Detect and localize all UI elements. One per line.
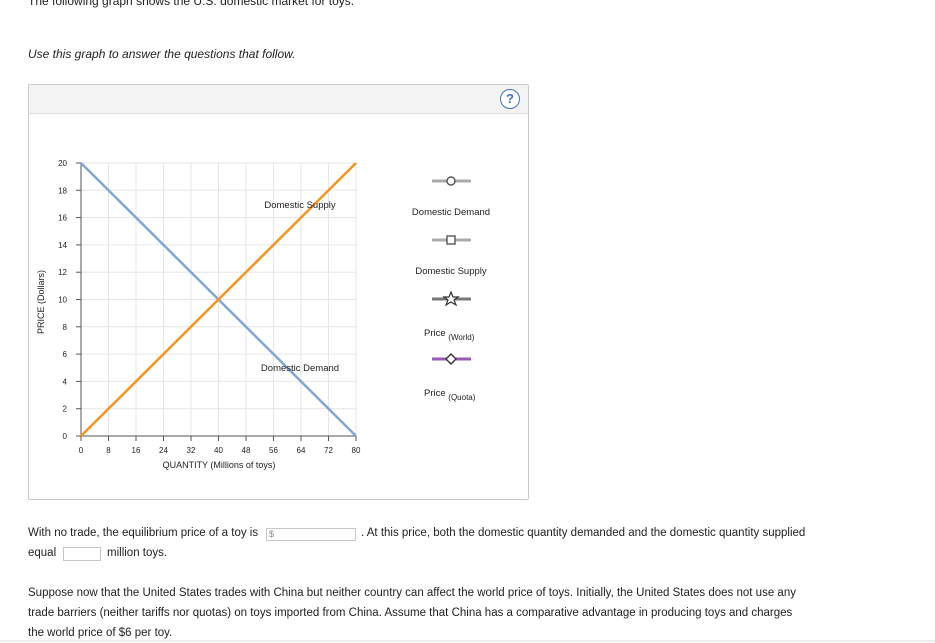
- x-tick-label: 16: [132, 446, 141, 455]
- tool-price-world-label: Price (World): [424, 328, 475, 342]
- tool-demand-label: Domestic Demand: [412, 207, 490, 218]
- dollar-prefix: $: [269, 529, 275, 539]
- instruction-text: Use this graph to answer the questions t…: [28, 47, 296, 61]
- y-tick-label: 12: [58, 268, 67, 277]
- domestic-supply-curve: [80, 162, 357, 437]
- price-world-main: Price: [424, 328, 446, 339]
- bottom-divider: [0, 640, 935, 642]
- price-quota-main: Price: [424, 388, 446, 399]
- scenario-paragraph: Suppose now that the United States trade…: [28, 583, 828, 643]
- demand-curve-label: Domestic Demand: [261, 363, 339, 374]
- equilibrium-quantity-input[interactable]: [63, 547, 101, 561]
- x-tick-label: 32: [187, 446, 196, 455]
- question-1-part1: With no trade, the equilibrium price of …: [28, 527, 259, 539]
- y-tick-label: 16: [58, 214, 67, 223]
- tool-price-quota[interactable]: Price (Quota): [424, 353, 476, 402]
- tool-supply-label: Domestic Supply: [415, 266, 487, 277]
- x-tick-label: 56: [269, 446, 278, 455]
- tool-demand[interactable]: Domestic Demand: [412, 176, 490, 218]
- y-tick-label: 4: [63, 377, 68, 386]
- circle-icon: [446, 176, 456, 186]
- x-axis-label: QUANTITY (Millions of toys): [163, 460, 276, 470]
- question-1-part4: million toys.: [107, 547, 168, 559]
- x-tick-label: 0: [79, 446, 84, 455]
- x-tick-label: 64: [297, 446, 306, 455]
- graph-panel: ? 0 8 16 24 32 40 48 56 64 72 80 0 2 4 6 8 10 12 14 16 18 20 …: [28, 84, 529, 500]
- square-icon: [446, 235, 456, 245]
- supply-curve-label: Domestic Supply: [264, 200, 336, 211]
- x-tick-label: 24: [159, 446, 168, 455]
- y-tick-label: 2: [63, 405, 68, 414]
- question-1-part3: equal: [28, 547, 57, 559]
- tool-supply[interactable]: Domestic Supply: [415, 235, 487, 277]
- y-tick-label: 20: [58, 159, 67, 168]
- x-tick-label: 80: [352, 446, 361, 455]
- y-tick-label: 14: [58, 241, 67, 250]
- y-axis-label: PRICE (Dollars): [36, 270, 46, 334]
- equilibrium-price-input[interactable]: $: [266, 528, 356, 541]
- x-tick-label: 72: [324, 446, 333, 455]
- series: [80, 162, 357, 437]
- tool-price-world[interactable]: Price (World): [424, 290, 475, 342]
- paragraph-line: Suppose now that the United States trade…: [28, 587, 796, 599]
- intro-text: The following graph shows the U.S. domes…: [28, 0, 355, 8]
- panel-header: ?: [29, 85, 528, 114]
- help-button[interactable]: ?: [500, 89, 520, 109]
- question-1-part2: . At this price, both the domestic quant…: [361, 527, 806, 539]
- price-quota-sub: (Quota): [448, 393, 475, 402]
- y-tick-label: 10: [58, 296, 67, 305]
- star-icon: [442, 290, 460, 307]
- diamond-icon: [445, 353, 457, 365]
- price-world-sub: (World): [448, 333, 474, 342]
- y-tick-label: 18: [58, 186, 67, 195]
- x-tick-label: 48: [242, 446, 251, 455]
- y-tick-label: 6: [63, 350, 68, 359]
- tool-price-quota-label: Price (Quota): [424, 388, 476, 402]
- x-tick-label: 8: [106, 446, 111, 455]
- paragraph-line: the world price of $6 per toy.: [28, 627, 173, 639]
- y-tick-label: 0: [63, 432, 68, 441]
- paragraph-line: trade barriers (neither tariffs nor quot…: [28, 607, 793, 619]
- x-tick-label: 40: [214, 446, 223, 455]
- y-tick-label: 8: [63, 323, 68, 332]
